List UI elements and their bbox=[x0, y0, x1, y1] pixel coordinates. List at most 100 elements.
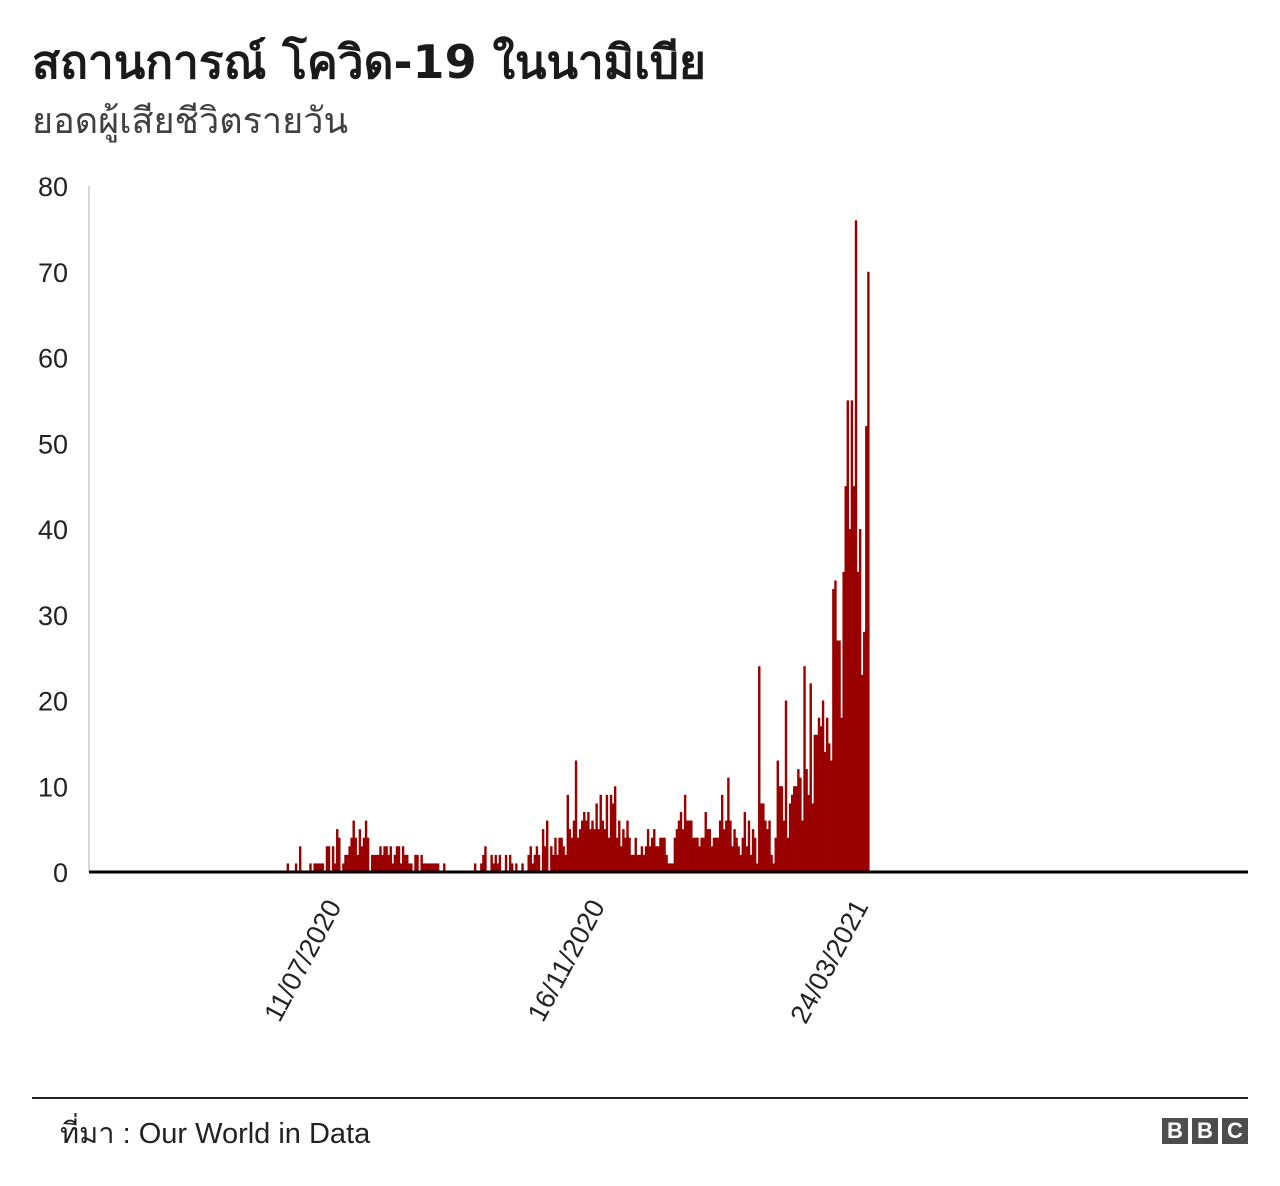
bar bbox=[821, 700, 825, 872]
bar bbox=[801, 820, 804, 872]
bar bbox=[626, 820, 629, 872]
bar bbox=[632, 854, 635, 872]
bar bbox=[817, 717, 821, 872]
bar bbox=[739, 854, 742, 872]
bar bbox=[352, 820, 355, 872]
bar bbox=[605, 794, 609, 872]
bar bbox=[434, 863, 438, 872]
bar bbox=[622, 829, 625, 873]
bar bbox=[723, 829, 726, 873]
bar bbox=[737, 846, 740, 872]
bar bbox=[430, 863, 434, 872]
bar bbox=[443, 863, 446, 872]
bar bbox=[583, 811, 586, 872]
bar bbox=[373, 854, 376, 872]
bar bbox=[836, 640, 839, 872]
bar bbox=[706, 829, 709, 873]
bar bbox=[745, 846, 749, 872]
bar bbox=[852, 486, 856, 873]
bar bbox=[766, 829, 769, 873]
bar bbox=[562, 846, 565, 872]
bar bbox=[661, 837, 664, 872]
bar bbox=[578, 829, 582, 873]
y-tick-label: 70 bbox=[38, 258, 68, 288]
bar bbox=[844, 486, 847, 873]
bbc-logo: B B C bbox=[1162, 1118, 1248, 1144]
bar bbox=[422, 863, 425, 872]
bar bbox=[648, 846, 652, 872]
bar bbox=[805, 769, 808, 872]
bar bbox=[753, 837, 757, 872]
bar bbox=[714, 837, 718, 872]
bar bbox=[692, 837, 695, 872]
bar bbox=[764, 820, 767, 872]
bar bbox=[725, 820, 728, 872]
bars bbox=[286, 220, 870, 873]
bar bbox=[375, 854, 378, 872]
bar bbox=[576, 837, 580, 872]
bar bbox=[683, 794, 687, 872]
bar bbox=[552, 854, 555, 872]
bar bbox=[667, 863, 670, 872]
x-tick-label: 24/03/2021 bbox=[784, 895, 874, 1028]
bar bbox=[760, 803, 763, 872]
bar bbox=[860, 674, 864, 872]
bar bbox=[634, 837, 637, 872]
bar bbox=[747, 820, 751, 872]
bar bbox=[385, 846, 388, 872]
bar bbox=[426, 863, 430, 872]
bar bbox=[751, 829, 755, 873]
bar bbox=[749, 854, 753, 872]
y-tick-label: 40 bbox=[38, 515, 68, 545]
bar bbox=[698, 846, 701, 872]
bar bbox=[490, 854, 493, 872]
bar bbox=[624, 837, 627, 872]
bar bbox=[655, 846, 658, 872]
bar bbox=[733, 829, 736, 873]
bar bbox=[432, 863, 436, 872]
bar bbox=[708, 829, 712, 873]
bar bbox=[535, 846, 539, 872]
bar bbox=[755, 863, 759, 872]
bar bbox=[644, 846, 648, 872]
bar bbox=[591, 820, 594, 872]
bar bbox=[595, 803, 598, 872]
bar bbox=[541, 829, 545, 873]
bar bbox=[414, 854, 417, 872]
bar bbox=[846, 400, 849, 873]
bar bbox=[420, 854, 423, 872]
y-tick-label: 0 bbox=[53, 858, 68, 888]
bar bbox=[401, 846, 405, 872]
bar bbox=[659, 837, 662, 872]
bar bbox=[832, 589, 835, 872]
bar bbox=[484, 846, 487, 872]
bar bbox=[797, 769, 800, 872]
bar bbox=[696, 837, 699, 872]
bbc-logo-letter: B bbox=[1192, 1118, 1218, 1144]
bar bbox=[393, 854, 397, 872]
bar bbox=[391, 863, 395, 872]
bar bbox=[780, 786, 784, 872]
bar bbox=[786, 837, 790, 872]
bar bbox=[776, 760, 779, 872]
bar bbox=[543, 846, 547, 872]
bar bbox=[298, 846, 302, 872]
bar bbox=[354, 837, 357, 872]
bar bbox=[403, 854, 407, 872]
bar bbox=[377, 854, 380, 872]
bar bbox=[665, 854, 668, 872]
bar bbox=[772, 863, 775, 872]
bar bbox=[651, 837, 654, 872]
bar bbox=[727, 777, 730, 872]
bar bbox=[321, 863, 325, 872]
bar bbox=[348, 846, 351, 872]
bar bbox=[589, 829, 592, 873]
bar bbox=[566, 794, 570, 872]
bar bbox=[813, 734, 817, 872]
bar bbox=[784, 700, 788, 872]
bar bbox=[294, 863, 298, 872]
bar bbox=[346, 854, 349, 872]
chart-title: สถานการณ์ โควิด-19 ในนามิเบีย bbox=[32, 35, 706, 89]
bar bbox=[597, 829, 600, 873]
bar bbox=[358, 829, 362, 873]
